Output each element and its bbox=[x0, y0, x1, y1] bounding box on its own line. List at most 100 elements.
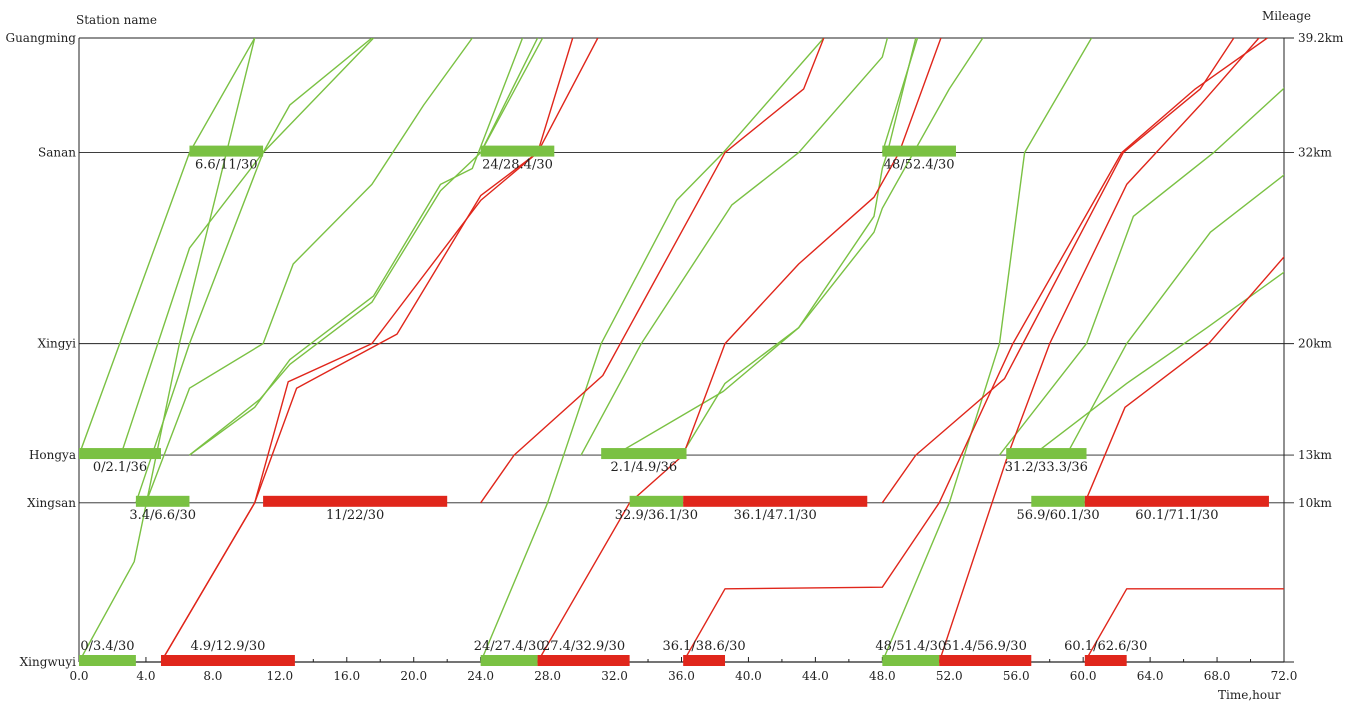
x-tick-label: 28.0 bbox=[534, 669, 561, 683]
stop-bar-label: 4.9/12.9/30 bbox=[190, 639, 265, 654]
green-train-line bbox=[189, 38, 524, 456]
stop-bar-label: 48/52.4/30 bbox=[884, 158, 955, 173]
red-stop-bar bbox=[939, 655, 1032, 666]
green-train-line bbox=[1065, 174, 1284, 456]
red-stop-bar bbox=[263, 495, 448, 507]
stop-bars: 0/3.4/30 4.9/12.9/30 24/27.4/3027.4/32.9/3… bbox=[79, 145, 1269, 666]
green-train-line bbox=[120, 38, 373, 456]
x-tick-label: 68.0 bbox=[1204, 669, 1231, 683]
green-train-line bbox=[135, 38, 375, 504]
green-stop-bar bbox=[79, 655, 136, 666]
red-train-line bbox=[881, 38, 1235, 504]
stop-bar-label: 24/27.4/30 bbox=[474, 639, 545, 654]
red-train-line bbox=[480, 38, 825, 504]
green-stop-bar bbox=[480, 145, 555, 157]
stop-bar-label: 51.4/56.9/30 bbox=[944, 639, 1027, 654]
stop-bar-label: 27.4/32.9/30 bbox=[542, 639, 625, 654]
x-tick-label: 48.0 bbox=[869, 669, 896, 683]
x-tick-label: 72.0 bbox=[1271, 669, 1298, 683]
mileage-axis-title: Mileage bbox=[1262, 9, 1311, 23]
mileage-label: 10km bbox=[1298, 496, 1333, 510]
green-train-line bbox=[79, 38, 256, 662]
mileage-label: 20km bbox=[1298, 337, 1333, 351]
x-tick-label: 20.0 bbox=[400, 669, 427, 683]
x-tick-label: 40.0 bbox=[735, 669, 762, 683]
green-train-line bbox=[480, 38, 825, 662]
green-train-line bbox=[881, 38, 1093, 662]
station-label: Xingyi bbox=[38, 337, 77, 351]
green-train-line bbox=[680, 38, 984, 456]
red-train-line bbox=[1084, 255, 1284, 504]
x-tick-label: 52.0 bbox=[936, 669, 963, 683]
green-train-line bbox=[881, 38, 919, 153]
x-tick-label: 4.0 bbox=[136, 669, 155, 683]
mileage-label: 13km bbox=[1298, 448, 1333, 462]
green-train-line bbox=[189, 38, 539, 456]
red-train-line bbox=[1084, 588, 1284, 662]
station-label: Sanan bbox=[38, 146, 76, 160]
x-tick-label: 64.0 bbox=[1137, 669, 1164, 683]
stop-bar-label: 11/22/30 bbox=[326, 508, 384, 523]
green-stop-bar bbox=[601, 448, 687, 460]
red-stop-bar bbox=[537, 655, 630, 666]
station-axis-title: Station name bbox=[76, 13, 157, 27]
stop-bar-label: 60.1/71.1/30 bbox=[1135, 508, 1218, 523]
stop-bar-label: 0/3.4/30 bbox=[80, 639, 134, 654]
green-stop-bar bbox=[1006, 448, 1087, 460]
station-label: Guangming bbox=[5, 31, 76, 45]
station-gridlines bbox=[78, 37, 1294, 663]
x-tick-label: 60.0 bbox=[1070, 669, 1097, 683]
green-train-line bbox=[580, 38, 889, 456]
stop-bar-label: 60.1/62.6/30 bbox=[1064, 639, 1147, 654]
x-tick-label: 32.0 bbox=[601, 669, 628, 683]
green-train-line bbox=[1032, 271, 1284, 456]
stop-bar-label: 56.9/60.1/30 bbox=[1016, 508, 1099, 523]
stop-bar-label: 6.6/11/30 bbox=[195, 158, 258, 173]
red-stop-bar bbox=[161, 655, 295, 666]
stop-bar-label: 3.4/6.6/30 bbox=[129, 508, 196, 523]
green-stop-bar bbox=[79, 448, 162, 460]
x-tick-label: 24.0 bbox=[467, 669, 494, 683]
x-tick-label: 0.0 bbox=[69, 669, 88, 683]
red-train-line bbox=[160, 38, 574, 662]
green-stop-bar bbox=[1031, 495, 1085, 507]
station-label: Hongya bbox=[29, 448, 76, 462]
station-label: Xingwuyi bbox=[20, 655, 77, 669]
green-stop-bar bbox=[189, 145, 264, 157]
green-train-line bbox=[145, 38, 473, 504]
axis-labels: Guangming 39.2km Sanan 32km Xingyi 20km Hongya… bbox=[5, 31, 1344, 683]
x-tick-label: 16.0 bbox=[333, 669, 360, 683]
stop-bar-label: 32.9/36.1/30 bbox=[615, 508, 698, 523]
stop-bar-label: 0/2.1/36 bbox=[93, 460, 147, 475]
green-train-line bbox=[614, 38, 917, 456]
green-train-line bbox=[480, 38, 544, 153]
mileage-label: 32km bbox=[1298, 146, 1333, 160]
green-train-line bbox=[79, 38, 256, 456]
mileage-label: 39.2km bbox=[1298, 31, 1344, 45]
x-axis-label: Time,hour bbox=[1218, 688, 1281, 702]
stop-bar-label: 31.2/33.3/36 bbox=[1005, 460, 1088, 475]
red-stop-bar bbox=[1084, 495, 1269, 507]
green-stop-bar bbox=[629, 495, 684, 507]
x-tick-label: 12.0 bbox=[266, 669, 293, 683]
green-stop-bar bbox=[882, 655, 940, 666]
green-stop-bar bbox=[882, 145, 956, 157]
red-train-line bbox=[536, 38, 942, 662]
red-stop-bar bbox=[683, 655, 726, 666]
stop-bar-label: 24/28.4/30 bbox=[482, 158, 553, 173]
red-stop-bar bbox=[683, 495, 868, 507]
x-tick-label: 36.0 bbox=[668, 669, 695, 683]
x-tick-label: 44.0 bbox=[802, 669, 829, 683]
x-tick-label: 8.0 bbox=[203, 669, 222, 683]
stop-bar-label: 36.1/38.6/30 bbox=[662, 639, 745, 654]
green-train-line bbox=[998, 87, 1284, 456]
red-stop-bar bbox=[1084, 655, 1127, 666]
red-train-line bbox=[682, 38, 1268, 662]
stop-bar-label: 2.1/4.9/36 bbox=[611, 460, 678, 475]
green-stop-bar bbox=[135, 495, 190, 507]
red-train-line bbox=[160, 38, 599, 662]
station-label: Xingsan bbox=[27, 496, 76, 510]
x-tick-label: 56.0 bbox=[1003, 669, 1030, 683]
red-train-line bbox=[938, 38, 1260, 662]
